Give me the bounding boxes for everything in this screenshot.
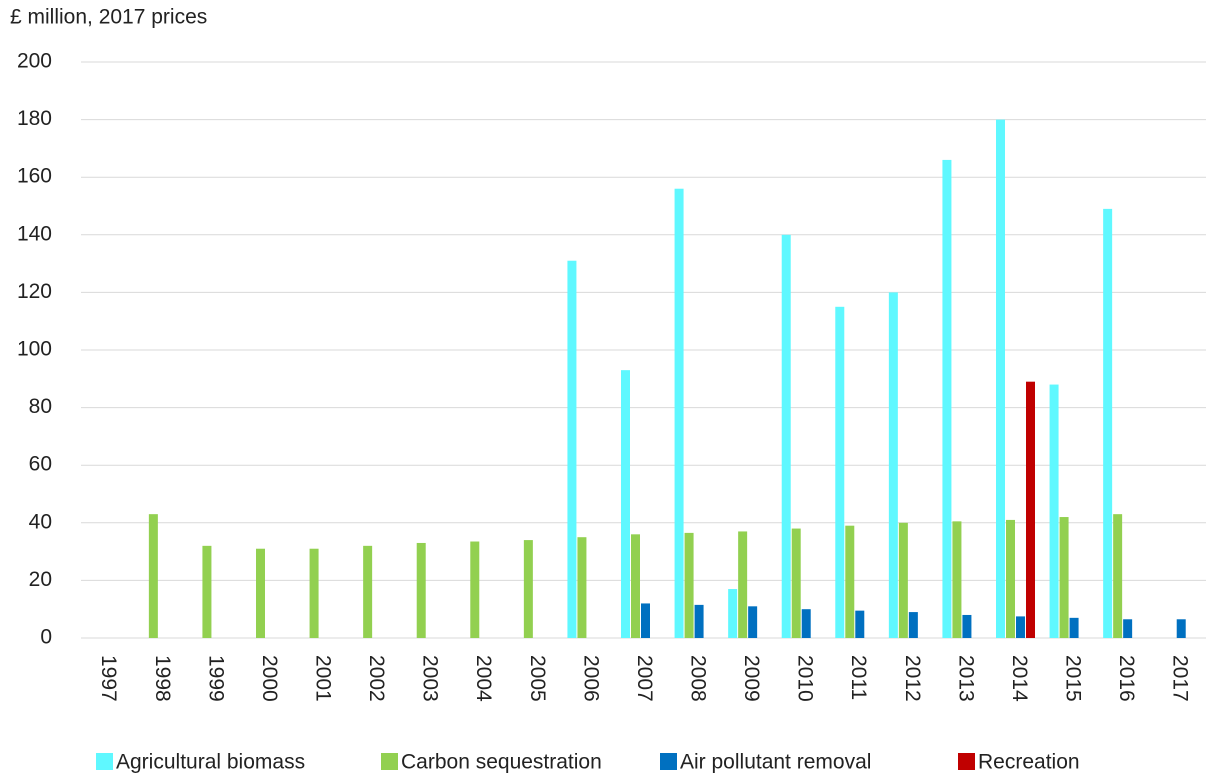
x-tick-label: 2004: [472, 655, 495, 702]
bar: [567, 260, 577, 638]
y-tick-label: 0: [40, 626, 52, 649]
bar: [1049, 384, 1059, 638]
bar: [962, 614, 972, 638]
y-tick-label: 20: [29, 568, 52, 591]
bar: [1103, 208, 1113, 638]
bar: [898, 522, 908, 638]
bar: [888, 292, 898, 638]
y-axis-label: £ million, 2017 prices: [10, 6, 207, 29]
bar: [855, 610, 865, 638]
bar: [996, 119, 1005, 639]
legend-swatch: [96, 753, 113, 770]
bar: [621, 370, 630, 638]
y-tick-label: 160: [17, 165, 52, 188]
bar: [781, 234, 791, 639]
bar: [523, 540, 533, 638]
x-tick-label: 2003: [419, 655, 442, 702]
x-tick-label: 2011: [847, 655, 870, 700]
x-tick-label: 2012: [901, 655, 924, 702]
bar: [1059, 517, 1069, 638]
x-tick-label: 2008: [687, 655, 710, 702]
bar: [148, 514, 158, 638]
bar: [942, 159, 952, 639]
x-tick-label: 2005: [526, 655, 549, 702]
y-tick-label: 80: [29, 395, 52, 418]
y-tick-label: 100: [17, 338, 52, 361]
bar: [641, 603, 650, 638]
bar: [952, 521, 962, 638]
legend-swatch: [381, 753, 398, 770]
y-tick-label: 120: [17, 280, 52, 303]
bar: [1016, 616, 1025, 638]
y-tick-label: 60: [29, 453, 52, 476]
bar: [728, 589, 738, 638]
legend-label: Agricultural biomass: [116, 751, 305, 774]
bar: [835, 306, 845, 638]
bar: [748, 606, 758, 638]
legend-swatch: [958, 753, 975, 770]
x-tick-label: 2002: [365, 655, 388, 702]
legend-label: Air pollutant removal: [680, 751, 871, 774]
x-tick-label: 1998: [151, 655, 174, 702]
bar: [738, 531, 748, 638]
bar: [1123, 619, 1133, 638]
bar: [845, 525, 855, 638]
x-tick-label: 2001: [312, 655, 335, 702]
legend-label: Carbon sequestration: [401, 751, 602, 774]
bar: [684, 532, 694, 638]
y-tick-label: 40: [29, 510, 52, 533]
bar: [416, 542, 426, 638]
x-tick-label: 2013: [954, 655, 977, 702]
bar: [1026, 381, 1035, 638]
bar: [470, 541, 480, 638]
x-tick-label: 2015: [1062, 655, 1085, 702]
bar: [908, 612, 918, 638]
x-tick-label: 1997: [97, 655, 120, 702]
bar: [674, 188, 684, 638]
x-tick-label: 2010: [794, 655, 817, 702]
bar: [256, 548, 265, 638]
x-tick-label: 2000: [258, 655, 281, 702]
x-tick-label: 2017: [1169, 655, 1192, 702]
x-tick-label: 1999: [204, 655, 227, 702]
bar: [694, 604, 704, 638]
legend-swatch: [660, 753, 677, 770]
bar: [1113, 514, 1123, 638]
bar: [801, 609, 811, 638]
x-tick-label: 2009: [740, 655, 763, 702]
y-tick-label: 140: [17, 222, 52, 245]
y-tick-label: 180: [17, 107, 52, 130]
y-tick-label: 200: [17, 50, 52, 73]
x-tick-label: 2014: [1008, 655, 1031, 702]
bar: [1176, 619, 1186, 638]
x-tick-label: 2016: [1115, 655, 1138, 702]
bar: [577, 537, 587, 638]
bar: [631, 534, 640, 638]
bar: [1006, 519, 1015, 638]
legend-label: Recreation: [978, 751, 1080, 774]
bar: [363, 545, 373, 638]
bar: [1069, 617, 1079, 638]
bar: [791, 528, 801, 638]
x-tick-label: 2006: [579, 655, 602, 702]
bar: [202, 545, 212, 638]
x-tick-label: 2007: [633, 655, 656, 702]
bar: [309, 548, 319, 638]
